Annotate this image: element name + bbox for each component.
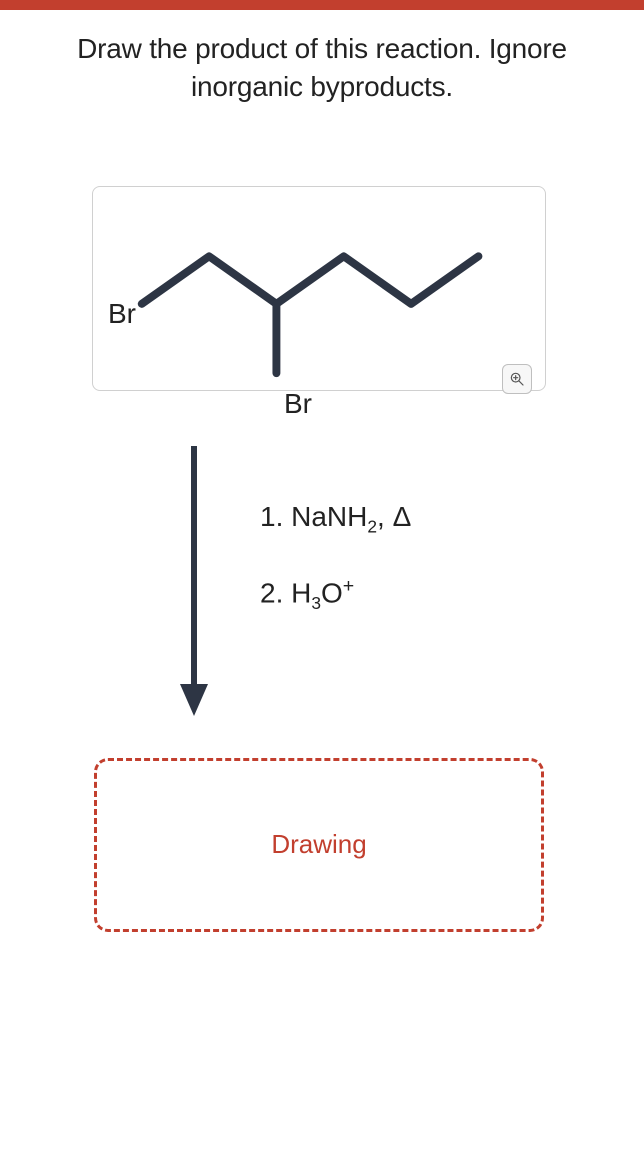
- molecule-skeleton: [93, 187, 545, 390]
- step2-mid: O: [321, 578, 343, 609]
- question-prompt: Draw the product of this reaction. Ignor…: [0, 10, 644, 106]
- atom-label-br1: Br: [108, 298, 136, 330]
- prompt-line-1: Draw the product of this reaction. Ignor…: [77, 33, 567, 64]
- reaction-canvas: Br Br 1. NaNH2, Δ 2. H3O+ Drawing: [0, 106, 644, 1106]
- step2-sup: +: [343, 575, 354, 597]
- reaction-arrow: [174, 446, 214, 716]
- step1-sub: 2: [367, 516, 377, 536]
- step1-delta: Δ: [393, 501, 412, 532]
- step1-suffix: ,: [377, 501, 393, 532]
- atom-label-br2: Br: [284, 388, 312, 420]
- prompt-line-2: inorganic byproducts.: [191, 71, 453, 102]
- step2-sub: 3: [311, 593, 321, 613]
- step1-prefix: 1. NaNH: [260, 501, 367, 532]
- zoom-in-icon: [509, 371, 525, 387]
- reagent-list: 1. NaNH2, Δ 2. H3O+: [260, 501, 411, 653]
- reagent-step-1: 1. NaNH2, Δ: [260, 501, 411, 538]
- accent-top-bar: [0, 0, 644, 10]
- reactant-molecule-box[interactable]: [92, 186, 546, 391]
- drawing-label: Drawing: [271, 829, 366, 860]
- product-drawing-target[interactable]: Drawing: [94, 758, 544, 932]
- reagent-step-2: 2. H3O+: [260, 575, 411, 614]
- step2-prefix: 2. H: [260, 578, 311, 609]
- zoom-in-button[interactable]: [502, 364, 532, 394]
